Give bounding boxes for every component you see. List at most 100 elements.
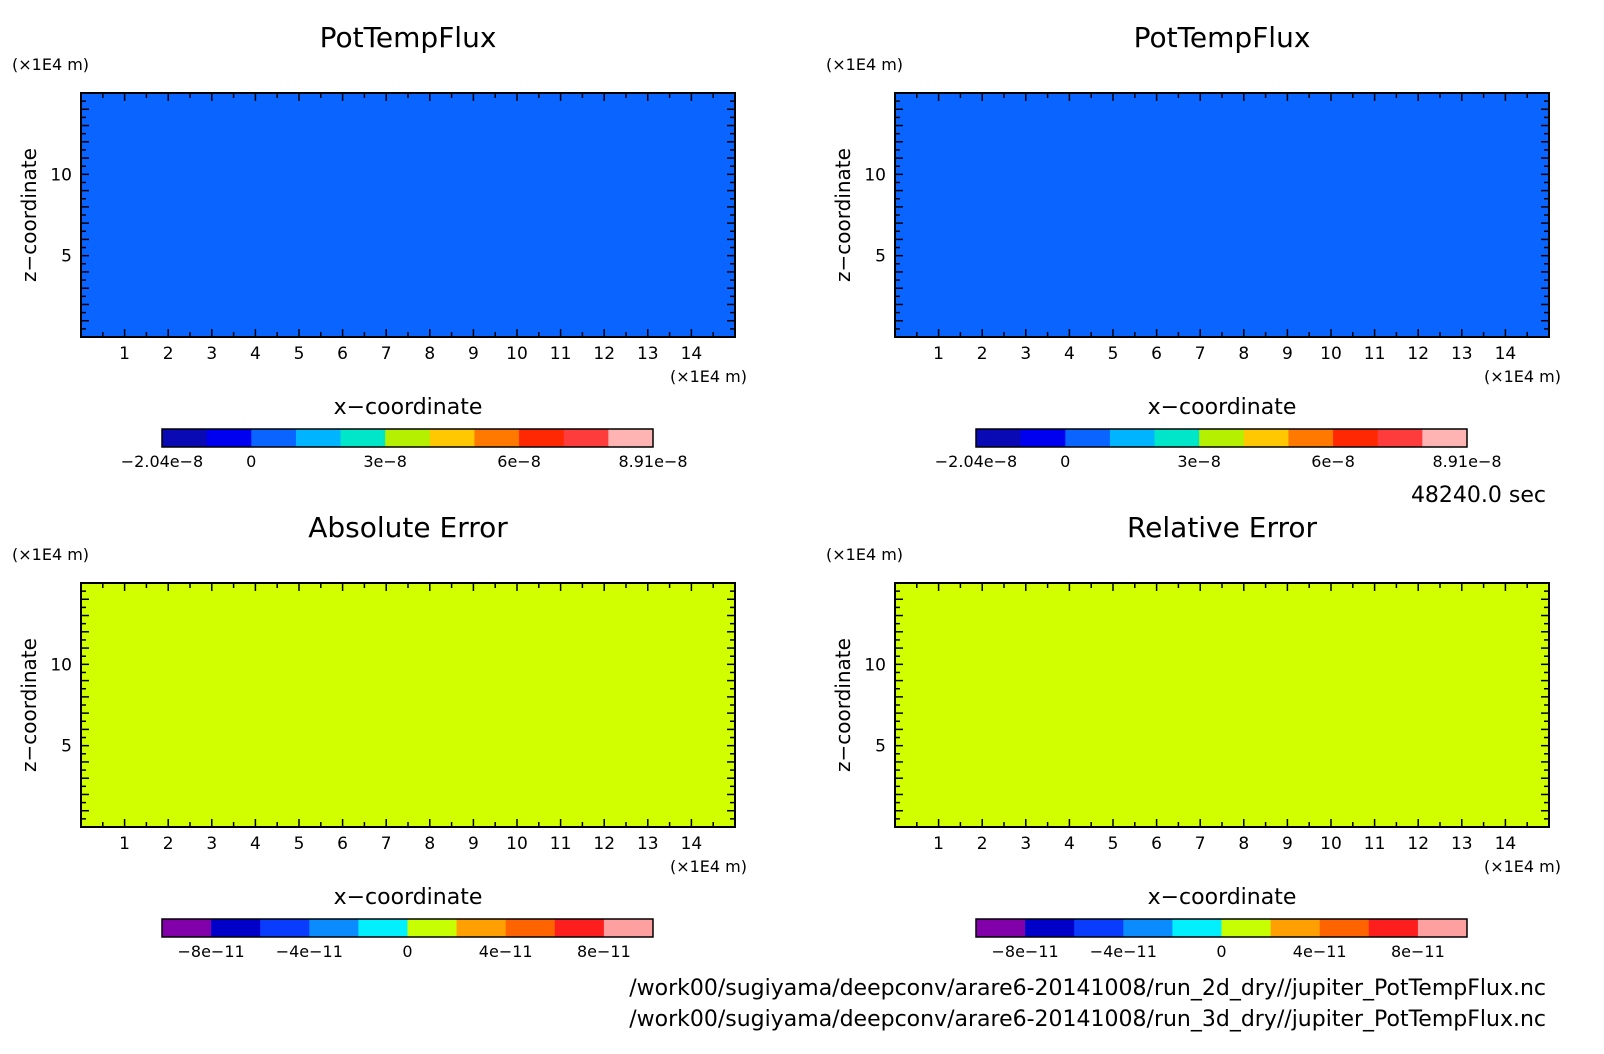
x-tick-label: 14 [1495, 834, 1517, 854]
x-tick-label: 5 [294, 834, 305, 854]
chart-title: PotTempFlux [320, 21, 497, 54]
y-axis-label: z−coordinate [831, 638, 855, 772]
chart-panel-4: Relative Error (×1E4 m) (×1E4 m) x−coordina… [826, 511, 1561, 961]
x-tick-label: 9 [468, 344, 479, 364]
file-path-2: /work00/sugiyama/deepconv/arare6-2014100… [629, 1007, 1546, 1032]
x-tick-label: 12 [593, 344, 615, 364]
x-axis-label: x−coordinate [1148, 395, 1297, 420]
y-tick-label: 10 [864, 165, 886, 185]
colorbar-swatch [976, 919, 1026, 937]
colorbar-swatch [1368, 919, 1419, 937]
x-tick-label: 10 [506, 344, 528, 364]
colorbar-tick-label: 8e−11 [577, 942, 631, 961]
x-axis-label: x−coordinate [334, 885, 483, 910]
chart-title: Absolute Error [308, 511, 508, 544]
x-tick-label: 5 [294, 344, 305, 364]
x-unit-label: (×1E4 m) [670, 857, 747, 876]
plot-frame [894, 92, 1550, 338]
x-tick-label: 11 [1364, 834, 1386, 854]
y-tick-label: 5 [61, 247, 72, 267]
x-tick-label: 8 [424, 834, 435, 854]
file-path-1: /work00/sugiyama/deepconv/arare6-2014100… [629, 976, 1546, 1001]
x-tick-label: 7 [381, 834, 392, 854]
heatmap-field [895, 93, 1549, 337]
colorbar-swatch [407, 919, 458, 937]
x-tick-label: 8 [424, 344, 435, 364]
colorbar-swatch [1270, 919, 1321, 937]
colorbar-swatch [1074, 919, 1124, 937]
colorbar-swatch [1020, 429, 1066, 447]
colorbar-tick-label: 0 [1060, 452, 1070, 471]
x-axis-label: x−coordinate [1148, 885, 1297, 910]
x-tick-label: 3 [206, 344, 217, 364]
chart-title: Relative Error [1127, 511, 1318, 544]
colorbar-tick-label: 3e−8 [1177, 452, 1221, 471]
x-tick-label: 7 [1195, 344, 1206, 364]
x-unit-label: (×1E4 m) [1484, 367, 1561, 386]
colorbar-tick-label: 6e−8 [1311, 452, 1355, 471]
x-tick-label: 13 [637, 834, 659, 854]
colorbar-tick-label: 0 [246, 452, 256, 471]
colorbar-swatch [1288, 429, 1334, 447]
colorbar-tick-label: −2.04e−8 [935, 452, 1017, 471]
x-tick-label: 10 [1320, 344, 1342, 364]
colorbar-swatch [1065, 429, 1111, 447]
colorbar-swatch [1154, 429, 1200, 447]
colorbar-tick-label: −2.04e−8 [121, 452, 203, 471]
colorbar-swatch [251, 429, 297, 447]
chart-panel-1: PotTempFlux (×1E4 m) (×1E4 m) x−coordinate z… [12, 21, 747, 471]
y-axis-label: z−coordinate [17, 638, 41, 772]
x-tick-label: 13 [1451, 344, 1473, 364]
colorbar-tick-label: 0 [1216, 942, 1226, 961]
colorbar-swatch [340, 429, 386, 447]
x-tick-label: 3 [206, 834, 217, 854]
colorbar-tick-label: 8e−11 [1391, 942, 1445, 961]
x-tick-label: 12 [1407, 834, 1429, 854]
x-tick-label: 12 [1407, 344, 1429, 364]
colorbar-swatch [474, 429, 520, 447]
colorbar-swatch [554, 919, 605, 937]
colorbar-swatch [603, 919, 654, 937]
y-tick-label: 10 [864, 655, 886, 675]
y-tick-label: 10 [50, 165, 72, 185]
x-tick-label: 1 [119, 344, 130, 364]
plot-frame [80, 582, 736, 828]
y-tick-label: 5 [61, 737, 72, 757]
colorbar-frame [161, 428, 654, 448]
heatmap-field [81, 93, 735, 337]
colorbar-frame [161, 918, 654, 938]
x-unit-label: (×1E4 m) [670, 367, 747, 386]
x-tick-label: 5 [1108, 344, 1119, 364]
colorbar-swatch [1109, 429, 1156, 447]
x-tick-label: 4 [250, 834, 261, 854]
x-tick-label: 10 [506, 834, 528, 854]
y-tick-label: 5 [875, 737, 886, 757]
x-tick-label: 6 [1151, 834, 1162, 854]
colorbar-swatch [1377, 429, 1423, 447]
x-tick-label: 2 [163, 344, 174, 364]
x-tick-label: 13 [637, 344, 659, 364]
colorbar-swatch [1123, 919, 1173, 937]
colorbar-swatch [1333, 429, 1379, 447]
colorbar-swatch [1172, 919, 1222, 937]
colorbar-tick-label: −8e−11 [177, 942, 244, 961]
colorbar-tick-label: 4e−11 [1293, 942, 1347, 961]
colorbar-swatch [1417, 919, 1468, 937]
x-axis-label: x−coordinate [334, 395, 483, 420]
y-axis-label: z−coordinate [831, 148, 855, 282]
x-tick-label: 1 [119, 834, 130, 854]
colorbar-tick-label: 0 [402, 942, 412, 961]
colorbar-swatch [456, 919, 507, 937]
colorbar-tick-label: 8.91e−8 [1432, 452, 1501, 471]
x-tick-label: 6 [337, 344, 348, 364]
x-tick-label: 9 [1282, 344, 1293, 364]
x-tick-label: 14 [681, 834, 703, 854]
colorbar-swatch [505, 919, 556, 937]
colorbar-swatch [385, 429, 431, 447]
x-tick-label: 12 [593, 834, 615, 854]
y-unit-label: (×1E4 m) [826, 545, 903, 564]
x-tick-label: 2 [977, 834, 988, 854]
colorbar-tick-label: 3e−8 [363, 452, 407, 471]
x-tick-label: 8 [1238, 834, 1249, 854]
colorbar-swatch [260, 919, 310, 937]
